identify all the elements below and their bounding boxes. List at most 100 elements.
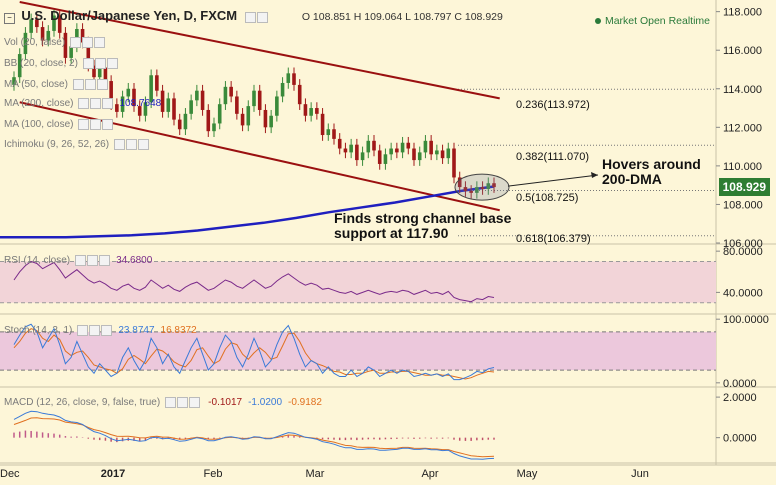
candle-body bbox=[69, 46, 73, 58]
candle-body bbox=[109, 81, 113, 105]
stoch-k-line bbox=[13, 323, 495, 381]
candle-body bbox=[200, 90, 205, 110]
highlight-ellipse bbox=[454, 173, 510, 201]
status-dot-icon bbox=[594, 18, 601, 25]
time-tick-label: Mar bbox=[306, 468, 325, 480]
candle-body bbox=[52, 15, 56, 31]
time-tick-label: Feb bbox=[204, 468, 223, 480]
rsi-tick-label: 40.0000 bbox=[723, 287, 763, 299]
channel-upper-line bbox=[19, 1, 500, 100]
candle-body bbox=[177, 119, 182, 130]
candle-body bbox=[372, 140, 376, 151]
candle-body bbox=[206, 109, 211, 132]
candle-body bbox=[103, 67, 108, 82]
candle-body bbox=[275, 96, 279, 116]
candle-body bbox=[195, 90, 199, 101]
candle-body bbox=[183, 113, 188, 130]
fib-label-05: 0.5(108.725) bbox=[516, 192, 579, 204]
price-tick-label: 116.000 bbox=[723, 45, 762, 57]
rsi-band bbox=[0, 261, 716, 303]
rsi-legend[interactable]: RSI (14, close) 34.6800 bbox=[4, 255, 153, 267]
candle-body bbox=[389, 148, 393, 155]
indicator-bb[interactable]: BB (20, close, 2) bbox=[4, 58, 118, 69]
candle-body bbox=[412, 148, 416, 161]
candle-body bbox=[23, 32, 28, 55]
candle-body bbox=[149, 75, 153, 103]
candle-body bbox=[166, 98, 171, 112]
annotation-arrowhead bbox=[591, 172, 598, 178]
indicator-vol[interactable]: Vol (20, false) bbox=[4, 37, 106, 48]
stoch-d-line bbox=[13, 328, 495, 380]
candle-body bbox=[332, 129, 336, 139]
candle-body bbox=[126, 88, 131, 97]
candle-body bbox=[246, 106, 251, 126]
candle-body bbox=[366, 140, 371, 153]
macd-signal-line bbox=[13, 417, 495, 458]
candle-body bbox=[315, 108, 319, 114]
candle-body bbox=[46, 30, 51, 41]
candle-body bbox=[320, 113, 325, 136]
candle-body bbox=[400, 142, 405, 153]
macd-tick-label: 0.0000 bbox=[723, 433, 757, 445]
ohlc-values: O 108.851 H 109.064 L 108.797 C 108.929 bbox=[301, 11, 503, 23]
candle-body bbox=[189, 100, 193, 114]
macd-legend[interactable]: MACD (12, 26, close, 9, false, true) -0.1… bbox=[4, 397, 322, 409]
time-tick-label: May bbox=[517, 468, 538, 480]
fib-label-0236: 0.236(113.972) bbox=[516, 99, 590, 111]
candle-body bbox=[446, 148, 451, 159]
indicator-ma100[interactable]: MA (100, close) bbox=[4, 119, 114, 130]
macd-line bbox=[13, 410, 495, 460]
candle-body bbox=[309, 108, 313, 116]
candle-body bbox=[360, 152, 365, 161]
annotation-channel-base: Finds strong channel base support at 117.… bbox=[334, 210, 512, 241]
candle-body bbox=[469, 190, 473, 193]
time-tick-label: Jun bbox=[631, 468, 649, 480]
candle-body bbox=[12, 77, 16, 85]
candle-body bbox=[343, 148, 348, 153]
candle-body bbox=[86, 42, 91, 66]
candle-body bbox=[240, 113, 245, 126]
price-tick-label: 106.000 bbox=[723, 238, 763, 250]
candle-body bbox=[57, 15, 62, 33]
candle-body bbox=[355, 144, 359, 161]
price-tick-label: 108.000 bbox=[723, 199, 763, 211]
candle-body bbox=[383, 154, 388, 164]
candle-body bbox=[395, 148, 399, 153]
candle-body bbox=[92, 65, 96, 78]
fib-label-0382: 0.382(111.070) bbox=[516, 151, 589, 163]
indicator-ma200[interactable]: MA (200, close) 108.7648 bbox=[4, 98, 162, 110]
rsi-tick-label: 80.0000 bbox=[723, 246, 763, 258]
stoch-tick-label: 0.0000 bbox=[723, 378, 757, 390]
stoch-legend[interactable]: Stoch (14, 3, 1) 23.8747 16.8372 bbox=[4, 325, 197, 337]
last-price-badge: 108.929 bbox=[718, 178, 770, 196]
indicator-ma50[interactable]: MA (50, close) bbox=[4, 79, 108, 90]
candle-body bbox=[137, 106, 142, 116]
candle-body bbox=[80, 28, 85, 43]
candle-body bbox=[172, 98, 176, 120]
chart-header: − U.S. Dollar/Japanese Yen, D, FXCM O 10… bbox=[4, 8, 503, 24]
annotation-hovers: Hovers around 200-DMA bbox=[602, 156, 701, 187]
ma200-value: 108.7648 bbox=[119, 98, 162, 110]
symbol-title: U.S. Dollar/Japanese Yen, D, FXCM bbox=[21, 8, 238, 23]
market-status: Market Open Realtime bbox=[594, 15, 710, 27]
title-controls[interactable] bbox=[244, 10, 269, 24]
candle-body bbox=[297, 84, 302, 105]
candle-body bbox=[63, 32, 68, 58]
candle-body bbox=[480, 187, 485, 190]
fib-label-0618: 0.618(106.379) bbox=[516, 233, 591, 245]
candle-body bbox=[406, 142, 411, 149]
candle-body bbox=[486, 183, 491, 190]
time-tick-label: Apr bbox=[421, 468, 438, 480]
time-tick-label: Dec bbox=[0, 468, 20, 480]
candle-body bbox=[463, 187, 468, 191]
candle-body bbox=[120, 96, 125, 112]
candle-body bbox=[217, 104, 222, 124]
indicator-ichimoku[interactable]: Ichimoku (9, 26, 52, 26) bbox=[4, 139, 150, 150]
candle-body bbox=[492, 183, 496, 188]
ma200-line bbox=[0, 185, 495, 239]
candle-body bbox=[435, 150, 439, 155]
collapse-icon[interactable]: − bbox=[4, 13, 15, 24]
candle-body bbox=[349, 144, 353, 153]
